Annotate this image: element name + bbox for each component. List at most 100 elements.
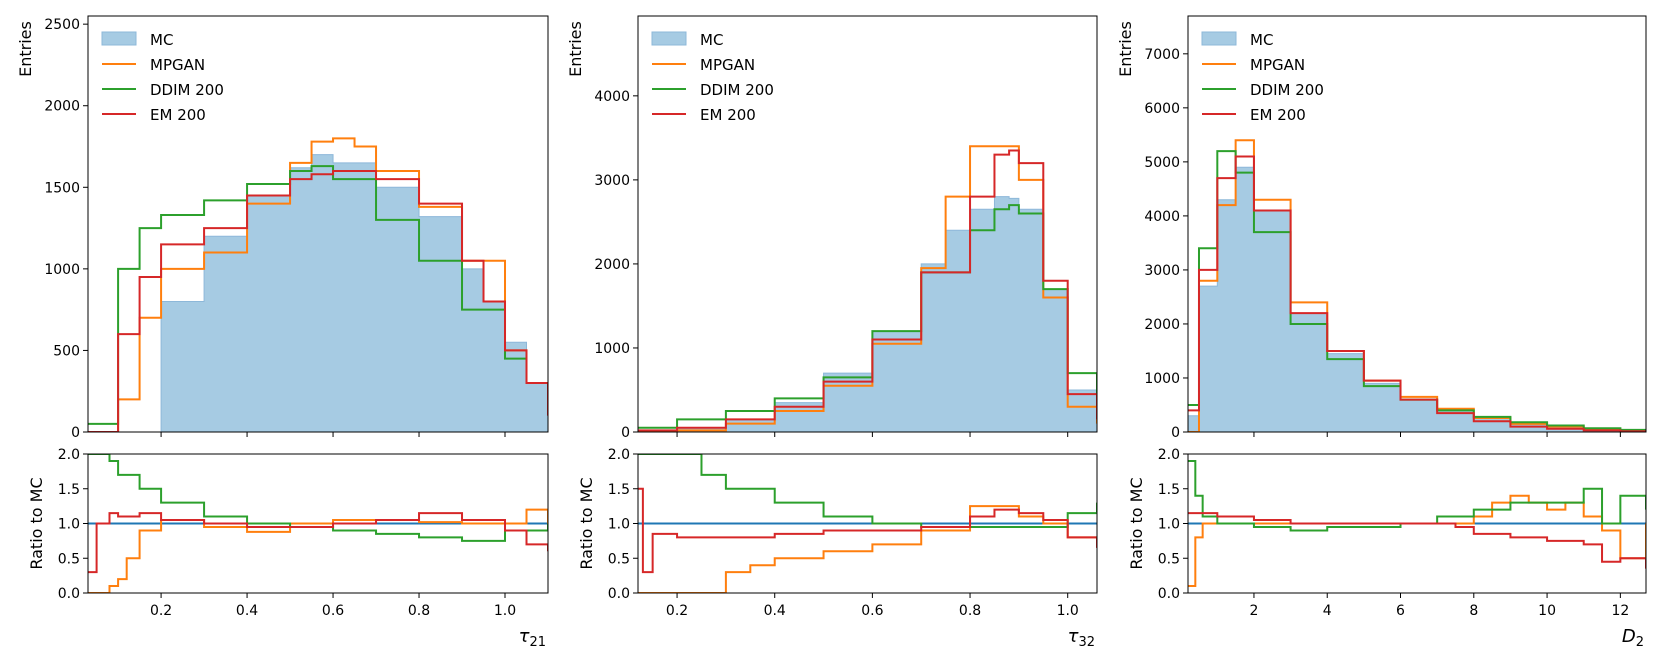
hist-line-em-200 xyxy=(88,169,548,432)
hist-line-em-200 xyxy=(1188,155,1646,432)
legend-label-mc: MC xyxy=(1250,31,1273,49)
ratio-ytick-label: 0.5 xyxy=(1158,551,1180,567)
ratio-ytick-label: 0.0 xyxy=(58,586,80,602)
legend-label-ddim-200: DDIM 200 xyxy=(1250,81,1324,99)
ratio-ytick-label: 1.0 xyxy=(1158,517,1180,533)
xtick-label: 0.4 xyxy=(236,603,258,619)
main-axes-frame xyxy=(1187,15,1647,433)
xlabel: τ21 xyxy=(519,626,546,650)
main-ytick-label: 0 xyxy=(71,425,80,441)
legend: MC MPGAN DDIM 200 EM 200 xyxy=(101,31,224,124)
legend-label-ddim-200: DDIM 200 xyxy=(700,81,774,99)
xtick-label: 6 xyxy=(1396,603,1405,619)
main-ylabel: Entries xyxy=(566,21,585,77)
main-ytick-label: 6000 xyxy=(1144,101,1180,117)
xtick-label: 1.0 xyxy=(1057,603,1079,619)
ratio-ylabel: Ratio to MC xyxy=(27,477,46,569)
ratio-ytick-label: 1.5 xyxy=(1158,482,1180,498)
xtick-label: 0.8 xyxy=(408,603,430,619)
main-plot-area xyxy=(638,145,1097,432)
hist-fill-mc xyxy=(1188,166,1646,432)
main-ylabel: Entries xyxy=(16,21,35,77)
ratio-ytick-label: 0.5 xyxy=(608,551,630,567)
ratio-line-mpgan xyxy=(88,508,548,593)
main-ytick-label: 2000 xyxy=(44,99,80,115)
legend-label-em-200: EM 200 xyxy=(150,106,206,124)
main-ytick-label: 1000 xyxy=(1144,371,1180,387)
xlabel-subscript: 21 xyxy=(529,635,546,650)
xlabel-symbol: τ xyxy=(1068,626,1079,647)
main-ytick-label: 2500 xyxy=(44,17,80,33)
main-ytick-label: 500 xyxy=(53,343,80,359)
main-ytick-label: 1000 xyxy=(44,262,80,278)
ratio-plot-area xyxy=(1188,459,1646,588)
xtick-label: 0.8 xyxy=(959,603,981,619)
legend-label-mc: MC xyxy=(700,31,723,49)
xlabel-symbol: D xyxy=(1622,626,1636,647)
ratio-plot-area xyxy=(88,454,548,593)
hist-fill-mc xyxy=(88,154,548,432)
main-ytick-label: 0 xyxy=(1171,425,1180,441)
main-ytick-label: 1000 xyxy=(594,341,630,357)
xlabel-symbol: τ xyxy=(519,626,530,647)
ratio-ytick-label: 1.5 xyxy=(608,482,630,498)
chart-panel-3: 0 1000 2000 3000 4000 5000 6000 7000 Entries MC MP… xyxy=(1116,15,1647,650)
legend-swatch-mc xyxy=(651,31,687,46)
main-plot-area xyxy=(1188,139,1646,432)
ratio-ytick-label: 1.5 xyxy=(58,482,80,498)
ratio-ytick-label: 0.0 xyxy=(1158,586,1180,602)
xtick-label: 0.6 xyxy=(861,603,883,619)
xlabel-subscript: 2 xyxy=(1636,635,1644,650)
xtick-label: 4 xyxy=(1323,603,1332,619)
ratio-ytick-label: 1.0 xyxy=(608,517,630,533)
ratio-line-mpgan xyxy=(638,505,1097,593)
ratio-ytick-label: 0.5 xyxy=(58,551,80,567)
main-ytick-label: 5000 xyxy=(1144,155,1180,171)
main-ytick-label: 2000 xyxy=(594,257,630,273)
ratio-line-em-200 xyxy=(1188,512,1646,569)
legend-label-mpgan: MPGAN xyxy=(150,56,205,74)
legend-label-em-200: EM 200 xyxy=(700,106,756,124)
xtick-label: 12 xyxy=(1611,603,1629,619)
main-ytick-label: 4000 xyxy=(1144,209,1180,225)
ratio-line-em-200 xyxy=(638,487,1097,574)
ratio-line-ddim-200 xyxy=(88,454,548,542)
xtick-label: 8 xyxy=(1469,603,1478,619)
xtick-label: 0.4 xyxy=(764,603,786,619)
legend-label-mpgan: MPGAN xyxy=(1250,56,1305,74)
main-axes-frame xyxy=(637,15,1098,433)
main-ytick-label: 0 xyxy=(621,425,630,441)
legend: MC MPGAN DDIM 200 EM 200 xyxy=(651,31,774,124)
xtick-label: 0.2 xyxy=(150,603,172,619)
legend-swatch-mc xyxy=(1201,31,1237,46)
xtick-label: 0.2 xyxy=(666,603,688,619)
chart-panel-2: 0 1000 2000 3000 4000 Entries MC MPGAN DDIM 200 E… xyxy=(566,15,1098,650)
hist-line-em-200 xyxy=(638,149,1097,432)
legend-swatch-mc xyxy=(101,31,137,46)
xlabel-subscript: 32 xyxy=(1078,635,1095,650)
xlabel: τ32 xyxy=(1068,626,1095,650)
ratio-ytick-label: 2.0 xyxy=(608,447,630,463)
legend: MC MPGAN DDIM 200 EM 200 xyxy=(1201,31,1324,124)
ratio-line-em-200 xyxy=(88,512,548,574)
main-ytick-label: 3000 xyxy=(594,173,630,189)
main-ytick-label: 7000 xyxy=(1144,47,1180,63)
xtick-label: 10 xyxy=(1538,603,1556,619)
hist-line-mpgan xyxy=(88,137,548,432)
ratio-ytick-label: 0.0 xyxy=(608,586,630,602)
main-ytick-label: 3000 xyxy=(1144,263,1180,279)
main-ytick-label: 1500 xyxy=(44,180,80,196)
ratio-plot-area xyxy=(638,454,1097,593)
main-plot-area xyxy=(88,137,548,432)
xlabel: D2 xyxy=(1622,626,1644,650)
legend-label-em-200: EM 200 xyxy=(1250,106,1306,124)
xtick-label: 1.0 xyxy=(494,603,516,619)
xtick-label: 0.6 xyxy=(322,603,344,619)
main-ytick-label: 4000 xyxy=(594,89,630,105)
main-ylabel: Entries xyxy=(1116,21,1135,77)
ratio-ytick-label: 2.0 xyxy=(1158,447,1180,463)
ratio-ylabel: Ratio to MC xyxy=(1127,477,1146,569)
legend-label-mc: MC xyxy=(150,31,173,49)
main-ytick-label: 2000 xyxy=(1144,317,1180,333)
